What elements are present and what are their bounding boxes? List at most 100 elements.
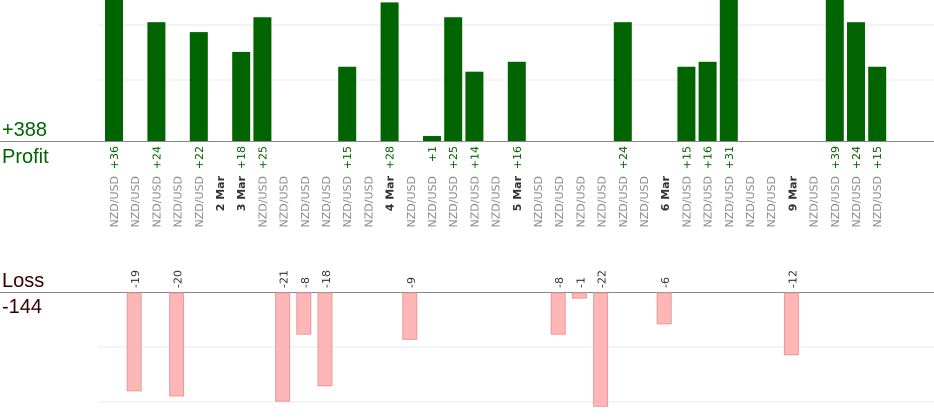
pair-label: NZD/USD xyxy=(490,176,503,227)
profit-bar xyxy=(232,51,251,141)
loss-label: Loss xyxy=(2,270,44,292)
pair-label: NZD/USD xyxy=(362,176,375,227)
profit-label: Profit xyxy=(2,146,49,168)
loss-bar-label: -1 xyxy=(574,277,587,288)
profit-bar xyxy=(677,66,696,141)
pair-label: NZD/USD xyxy=(723,176,736,227)
profit-bar-label: +15 xyxy=(341,146,354,169)
profit-bar-label: +25 xyxy=(447,146,460,169)
date-label: 4 Mar xyxy=(384,175,397,211)
loss-bar-label: -12 xyxy=(786,270,799,288)
loss-bar-label: -6 xyxy=(659,277,672,288)
profit-bar-label: +18 xyxy=(235,146,248,169)
pair-label: NZD/USD xyxy=(596,176,609,227)
profit-bar-label: +1 xyxy=(426,146,439,162)
loss-bar-label: -8 xyxy=(299,277,312,288)
date-label: 2 Mar xyxy=(214,175,227,211)
profit-bar-label: +16 xyxy=(511,146,524,169)
pair-label: NZD/USD xyxy=(638,176,651,227)
loss-bar-label: -19 xyxy=(129,270,142,288)
profit-bar-label: +15 xyxy=(871,146,884,169)
profit-bar-label: +36 xyxy=(108,146,121,169)
pair-label: NZD/USD xyxy=(320,176,333,227)
profit-bar-label: +25 xyxy=(256,146,269,169)
pair-label: NZD/USD xyxy=(829,176,842,227)
profit-bar-label: +14 xyxy=(468,146,481,169)
pair-label: NZD/USD xyxy=(150,176,163,227)
pair-label: NZD/USD xyxy=(256,176,269,227)
profit-bar xyxy=(147,22,166,142)
profit-bar xyxy=(423,136,441,141)
bars xyxy=(105,0,887,407)
profit-bar-label: +24 xyxy=(850,146,863,169)
profit-bar-label: +31 xyxy=(723,146,736,169)
profit-bar xyxy=(105,0,123,141)
profit-bar-label: +22 xyxy=(193,146,206,169)
profit-bar xyxy=(698,61,717,141)
loss-bar-label: -8 xyxy=(553,277,566,288)
pair-label: NZD/USD xyxy=(617,176,630,227)
profit-bar-label: +28 xyxy=(384,146,397,169)
loss-bar xyxy=(402,292,418,340)
date-label: 6 Mar xyxy=(659,175,672,211)
loss-bar-label: -9 xyxy=(405,277,418,288)
profit-total: +388 xyxy=(2,119,47,141)
category-labels: NZD/USD NZD/USD NZD/USD NZD/USD NZD/USD 2 Mar… xyxy=(108,175,884,227)
pair-label: NZD/USD xyxy=(553,176,566,227)
pair-label: NZD/USD xyxy=(680,176,693,227)
pair-label: NZD/USD xyxy=(532,176,545,227)
pair-label: NZD/USD xyxy=(702,176,715,227)
loss-bar-label: -22 xyxy=(596,270,609,288)
profit-bar-label: +24 xyxy=(617,146,630,169)
pair-label: NZD/USD xyxy=(129,176,142,227)
loss-bar xyxy=(317,292,333,387)
pair-label: NZD/USD xyxy=(299,176,312,227)
pair-label: NZD/USD xyxy=(405,176,418,227)
profit-bar xyxy=(338,66,357,141)
profit-bar xyxy=(825,0,844,142)
pair-label: NZD/USD xyxy=(850,176,863,227)
loss-bar xyxy=(126,292,142,392)
profit-bar-label: +39 xyxy=(829,146,842,169)
loss-bar xyxy=(169,292,185,397)
pair-label: NZD/USD xyxy=(447,176,460,227)
profit-bar-label: +24 xyxy=(150,146,163,169)
pair-label: NZD/USD xyxy=(193,176,206,227)
loss-bar-label: -20 xyxy=(172,270,185,288)
profit-bar xyxy=(719,0,738,141)
loss-bar-label: -18 xyxy=(320,270,333,288)
profit-bar xyxy=(380,2,399,142)
date-label: 9 Mar xyxy=(786,175,799,211)
pair-label: NZD/USD xyxy=(278,176,291,227)
loss-bar-label: -21 xyxy=(278,270,291,288)
pair-label: NZD/USD xyxy=(765,176,778,227)
profit-bar xyxy=(613,22,632,142)
loss-bar xyxy=(571,292,587,299)
bar-labels: +36 -19 +24 -20 +22 +18 +25 -21 -8 -18 +15 +28 -9 +1 +… xyxy=(108,146,884,288)
loss-total: -144 xyxy=(2,296,42,318)
profit-bar-label: +15 xyxy=(680,146,693,169)
pair-label: NZD/USD xyxy=(426,176,439,227)
pair-label: NZD/USD xyxy=(808,176,821,227)
date-label: 3 Mar xyxy=(235,175,248,211)
profit-bar xyxy=(465,71,484,141)
loss-bar xyxy=(783,292,799,356)
profit-bar xyxy=(444,17,463,141)
pair-label: NZD/USD xyxy=(108,176,121,227)
pair-label: NZD/USD xyxy=(744,176,757,227)
loss-bar xyxy=(296,292,312,335)
pair-label: NZD/USD xyxy=(574,176,587,227)
profit-bar xyxy=(189,32,208,141)
loss-bar xyxy=(593,292,609,407)
pair-label: NZD/USD xyxy=(871,176,884,227)
loss-bar xyxy=(275,292,291,402)
profit-bar-label: +16 xyxy=(702,146,715,169)
loss-bar xyxy=(550,292,566,335)
pair-label: NZD/USD xyxy=(468,176,481,227)
loss-bar xyxy=(656,292,672,325)
pair-label: NZD/USD xyxy=(341,176,354,227)
profit-bar xyxy=(847,22,865,142)
profit-bar xyxy=(868,66,887,141)
date-label: 5 Mar xyxy=(511,175,524,211)
